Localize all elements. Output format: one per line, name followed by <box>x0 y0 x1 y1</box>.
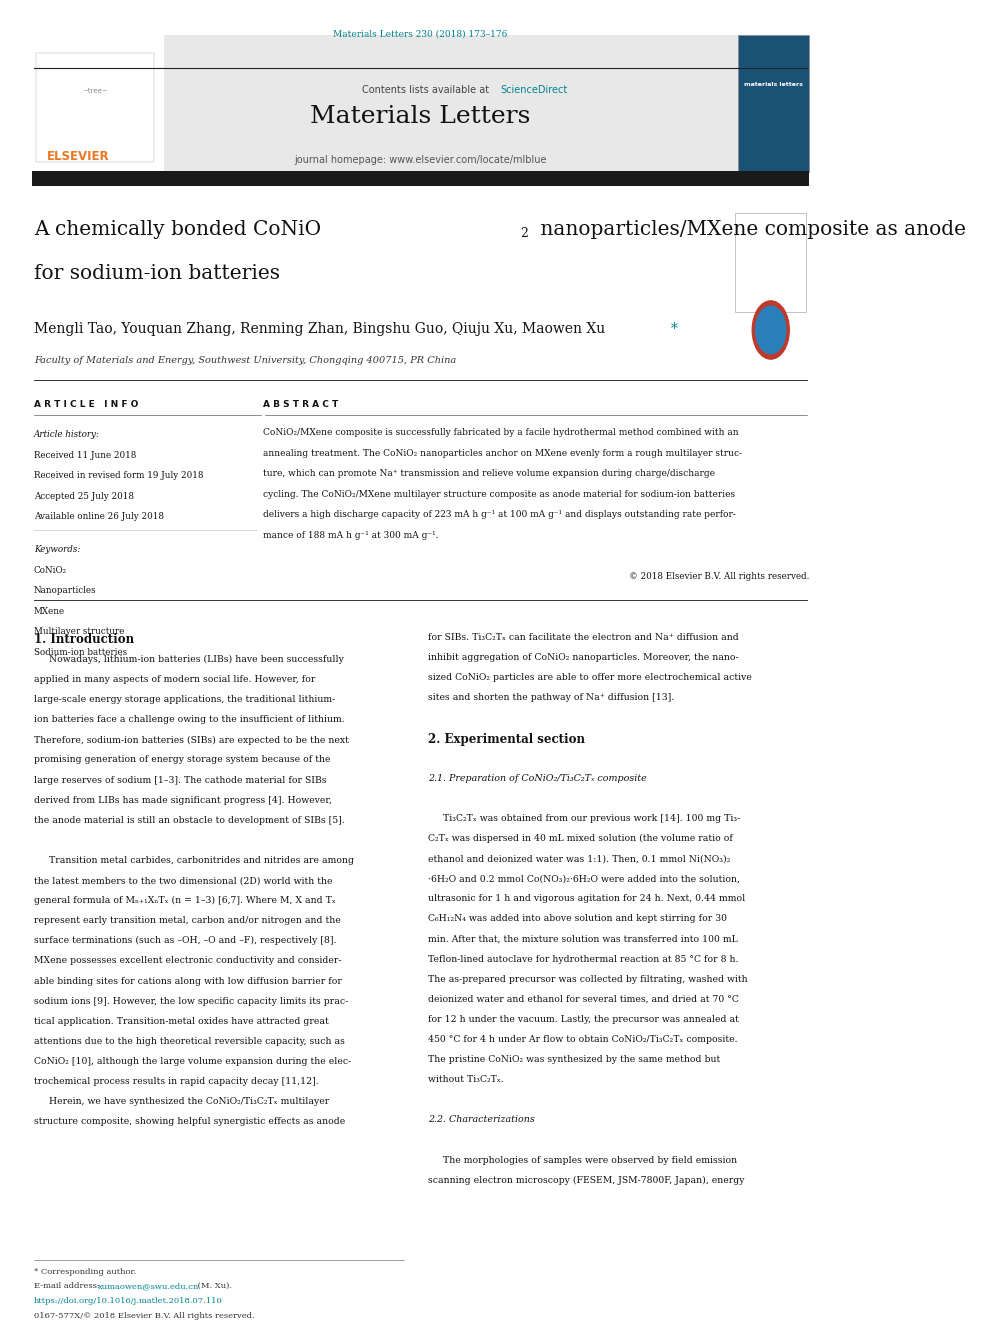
Text: Accepted 25 July 2018: Accepted 25 July 2018 <box>34 492 134 500</box>
Text: ELSEVIER: ELSEVIER <box>47 149 109 163</box>
Text: ethanol and deionized water was 1:1). Then, 0.1 mmol Ni(NO₃)₂: ethanol and deionized water was 1:1). Th… <box>429 855 730 863</box>
Text: scanning electron microscopy (FESEM, JSM-7800F, Japan), energy: scanning electron microscopy (FESEM, JSM… <box>429 1176 745 1184</box>
Text: 0167-577X/© 2018 Elsevier B.V. All rights reserved.: 0167-577X/© 2018 Elsevier B.V. All right… <box>34 1312 255 1320</box>
Text: 450 °C for 4 h under Ar flow to obtain CoNiO₂/Ti₃C₂Tₓ composite.: 450 °C for 4 h under Ar flow to obtain C… <box>429 1035 738 1044</box>
Text: Materials Letters 230 (2018) 173–176: Materials Letters 230 (2018) 173–176 <box>333 30 508 38</box>
Text: sodium ions [9]. However, the low specific capacity limits its prac-: sodium ions [9]. However, the low specif… <box>34 996 348 1005</box>
Text: Check for
updates: Check for updates <box>756 340 786 351</box>
Text: general formula of Mₙ₊₁XₙTₓ (n = 1–3) [6,7]. Where M, X and Tₓ: general formula of Mₙ₊₁XₙTₓ (n = 1–3) [6… <box>34 896 335 905</box>
Text: Faculty of Materials and Energy, Southwest University, Chongqing 400715, PR Chin: Faculty of Materials and Energy, Southwe… <box>34 356 456 365</box>
Text: (M. Xu).: (M. Xu). <box>195 1282 232 1290</box>
FancyBboxPatch shape <box>32 32 164 175</box>
Text: C₂Tₓ was dispersed in 40 mL mixed solution (the volume ratio of: C₂Tₓ was dispersed in 40 mL mixed soluti… <box>429 833 733 843</box>
Text: A B S T R A C T: A B S T R A C T <box>263 400 338 409</box>
Text: A chemically bonded CoNiO: A chemically bonded CoNiO <box>34 220 321 239</box>
Text: for sodium-ion batteries: for sodium-ion batteries <box>34 263 280 283</box>
Text: 2.1. Preparation of CoNiO₂/Ti₃C₂Tₓ composite: 2.1. Preparation of CoNiO₂/Ti₃C₂Tₓ compo… <box>429 774 647 783</box>
Text: MXene possesses excellent electronic conductivity and consider-: MXene possesses excellent electronic con… <box>34 957 341 966</box>
Text: Ti₃C₂Tₓ was obtained from our previous work [14]. 100 mg Ti₃-: Ti₃C₂Tₓ was obtained from our previous w… <box>429 814 740 823</box>
Text: https://doi.org/10.1016/j.matlet.2018.07.110: https://doi.org/10.1016/j.matlet.2018.07… <box>34 1297 222 1304</box>
Text: Keywords:: Keywords: <box>34 545 80 554</box>
Text: large reserves of sodium [1–3]. The cathode material for SIBs: large reserves of sodium [1–3]. The cath… <box>34 775 326 785</box>
FancyBboxPatch shape <box>32 172 808 187</box>
Text: without Ti₃C₂Tₓ.: without Ti₃C₂Tₓ. <box>429 1076 504 1084</box>
Text: materials letters: materials letters <box>744 82 803 87</box>
Text: sized CoNiO₂ particles are able to offer more electrochemical active: sized CoNiO₂ particles are able to offer… <box>429 673 752 683</box>
Text: ScienceDirect: ScienceDirect <box>501 85 567 95</box>
Text: journal homepage: www.elsevier.com/locate/mlblue: journal homepage: www.elsevier.com/locat… <box>295 155 547 165</box>
Text: Available online 26 July 2018: Available online 26 July 2018 <box>34 512 164 521</box>
Text: structure composite, showing helpful synergistic effects as anode: structure composite, showing helpful syn… <box>34 1117 345 1126</box>
Text: CoNiO₂: CoNiO₂ <box>34 565 66 574</box>
Text: Article history:: Article history: <box>34 430 100 439</box>
Text: surface terminations (such as –OH, –O and –F), respectively [8].: surface terminations (such as –OH, –O an… <box>34 937 336 946</box>
Text: inhibit aggregation of CoNiO₂ nanoparticles. Moreover, the nano-: inhibit aggregation of CoNiO₂ nanopartic… <box>429 654 739 662</box>
Text: Multilayer structure: Multilayer structure <box>34 627 124 636</box>
Text: delivers a high discharge capacity of 223 mA h g⁻¹ at 100 mA g⁻¹ and displays ou: delivers a high discharge capacity of 22… <box>263 511 736 519</box>
Text: 1. Introduction: 1. Introduction <box>34 632 134 646</box>
Text: Teflon-lined autoclave for hydrothermal reaction at 85 °C for 8 h.: Teflon-lined autoclave for hydrothermal … <box>429 954 739 963</box>
Text: E-mail address:: E-mail address: <box>34 1282 102 1290</box>
Text: for SIBs. Ti₃C₂Tₓ can facilitate the electron and Na⁺ diffusion and: for SIBs. Ti₃C₂Tₓ can facilitate the ele… <box>429 632 739 642</box>
Text: ultrasonic for 1 h and vigorous agitation for 24 h. Next, 0.44 mmol: ultrasonic for 1 h and vigorous agitatio… <box>429 894 745 904</box>
Text: xumaowen@swu.edu.cn: xumaowen@swu.edu.cn <box>98 1282 199 1290</box>
Circle shape <box>752 300 790 359</box>
Text: ture, which can promote Na⁺ transmission and relieve volume expansion during cha: ture, which can promote Na⁺ transmission… <box>263 470 715 478</box>
Text: sites and shorten the pathway of Na⁺ diffusion [13].: sites and shorten the pathway of Na⁺ dif… <box>429 693 675 703</box>
Text: Sodium-ion batteries: Sodium-ion batteries <box>34 647 127 656</box>
Text: Contents lists available at: Contents lists available at <box>362 85 492 95</box>
Text: Therefore, sodium-ion batteries (SIBs) are expected to be the next: Therefore, sodium-ion batteries (SIBs) a… <box>34 736 349 745</box>
Text: deionized water and ethanol for several times, and dried at 70 °C: deionized water and ethanol for several … <box>429 995 739 1004</box>
FancyBboxPatch shape <box>738 34 808 172</box>
Text: Mengli Tao, Youquan Zhang, Renming Zhan, Bingshu Guo, Qiuju Xu, Maowen Xu: Mengli Tao, Youquan Zhang, Renming Zhan,… <box>34 321 605 336</box>
Text: The pristine CoNiO₂ was synthesized by the same method but: The pristine CoNiO₂ was synthesized by t… <box>429 1054 720 1064</box>
Text: ion batteries face a challenge owing to the insufficient of lithium.: ion batteries face a challenge owing to … <box>34 716 344 724</box>
Text: Materials Letters: Materials Letters <box>310 105 531 128</box>
Text: the anode material is still an obstacle to development of SIBs [5].: the anode material is still an obstacle … <box>34 816 344 824</box>
Text: 2. Experimental section: 2. Experimental section <box>429 733 585 746</box>
Text: © 2018 Elsevier B.V. All rights reserved.: © 2018 Elsevier B.V. All rights reserved… <box>629 572 809 581</box>
Text: Transition metal carbides, carbonitrides and nitrides are among: Transition metal carbides, carbonitrides… <box>34 856 354 865</box>
Text: * Corresponding author.: * Corresponding author. <box>34 1267 136 1275</box>
Text: represent early transition metal, carbon and/or nitrogen and the: represent early transition metal, carbon… <box>34 917 340 925</box>
Text: large-scale energy storage applications, the traditional lithium-: large-scale energy storage applications,… <box>34 695 335 704</box>
Text: Nowadays, lithium-ion batteries (LIBs) have been successfully: Nowadays, lithium-ion batteries (LIBs) h… <box>34 655 344 664</box>
Text: cycling. The CoNiO₂/MXene multilayer structure composite as anode material for s: cycling. The CoNiO₂/MXene multilayer str… <box>263 490 735 499</box>
Text: promising generation of energy storage system because of the: promising generation of energy storage s… <box>34 755 330 765</box>
Text: Received 11 June 2018: Received 11 June 2018 <box>34 451 136 459</box>
Text: trochemical process results in rapid capacity decay [11,12].: trochemical process results in rapid cap… <box>34 1077 318 1086</box>
FancyBboxPatch shape <box>735 213 806 312</box>
Circle shape <box>756 306 786 353</box>
Text: nanoparticles/MXene composite as anode: nanoparticles/MXene composite as anode <box>534 220 965 239</box>
Text: tical application. Transition-metal oxides have attracted great: tical application. Transition-metal oxid… <box>34 1017 328 1025</box>
FancyBboxPatch shape <box>32 34 741 175</box>
Text: 2.2. Characterizations: 2.2. Characterizations <box>429 1115 535 1125</box>
Text: Herein, we have synthesized the CoNiO₂/Ti₃C₂Tₓ multilayer: Herein, we have synthesized the CoNiO₂/T… <box>34 1097 329 1106</box>
Text: CoNiO₂ [10], although the large volume expansion during the elec-: CoNiO₂ [10], although the large volume e… <box>34 1057 351 1066</box>
Text: attentions due to the high theoretical reversible capacity, such as: attentions due to the high theoretical r… <box>34 1037 345 1045</box>
Text: mance of 188 mA h g⁻¹ at 300 mA g⁻¹.: mance of 188 mA h g⁻¹ at 300 mA g⁻¹. <box>263 531 438 540</box>
Text: min. After that, the mixture solution was transferred into 100 mL: min. After that, the mixture solution wa… <box>429 934 738 943</box>
Text: CoNiO₂/MXene composite is successfully fabricated by a facile hydrothermal metho: CoNiO₂/MXene composite is successfully f… <box>263 429 738 437</box>
Text: the latest members to the two dimensional (2D) world with the: the latest members to the two dimensiona… <box>34 876 332 885</box>
FancyBboxPatch shape <box>36 53 155 161</box>
Text: The as-prepared precursor was collected by filtrating, washed with: The as-prepared precursor was collected … <box>429 975 748 983</box>
Text: 2: 2 <box>520 226 528 239</box>
Text: applied in many aspects of modern social life. However, for: applied in many aspects of modern social… <box>34 675 315 684</box>
Text: ·6H₂O and 0.2 mmol Co(NO₃)₂·6H₂O were added into the solution,: ·6H₂O and 0.2 mmol Co(NO₃)₂·6H₂O were ad… <box>429 875 740 884</box>
Text: Nanoparticles: Nanoparticles <box>34 586 96 595</box>
Text: derived from LIBs has made significant progress [4]. However,: derived from LIBs has made significant p… <box>34 795 331 804</box>
Text: MXene: MXene <box>34 606 65 615</box>
Text: ~tree~: ~tree~ <box>82 89 108 94</box>
Text: C₆H₁₂N₄ was added into above solution and kept stirring for 30: C₆H₁₂N₄ was added into above solution an… <box>429 914 727 923</box>
Text: for 12 h under the vacuum. Lastly, the precursor was annealed at: for 12 h under the vacuum. Lastly, the p… <box>429 1015 739 1024</box>
Text: A R T I C L E   I N F O: A R T I C L E I N F O <box>34 400 138 409</box>
Text: *: * <box>671 321 678 336</box>
Text: able binding sites for cations along with low diffusion barrier for: able binding sites for cations along wit… <box>34 976 342 986</box>
Text: Received in revised form 19 July 2018: Received in revised form 19 July 2018 <box>34 471 203 480</box>
Text: The morphologies of samples were observed by field emission: The morphologies of samples were observe… <box>429 1155 737 1164</box>
Text: annealing treatment. The CoNiO₂ nanoparticles anchor on MXene evenly form a roug: annealing treatment. The CoNiO₂ nanopart… <box>263 448 742 458</box>
